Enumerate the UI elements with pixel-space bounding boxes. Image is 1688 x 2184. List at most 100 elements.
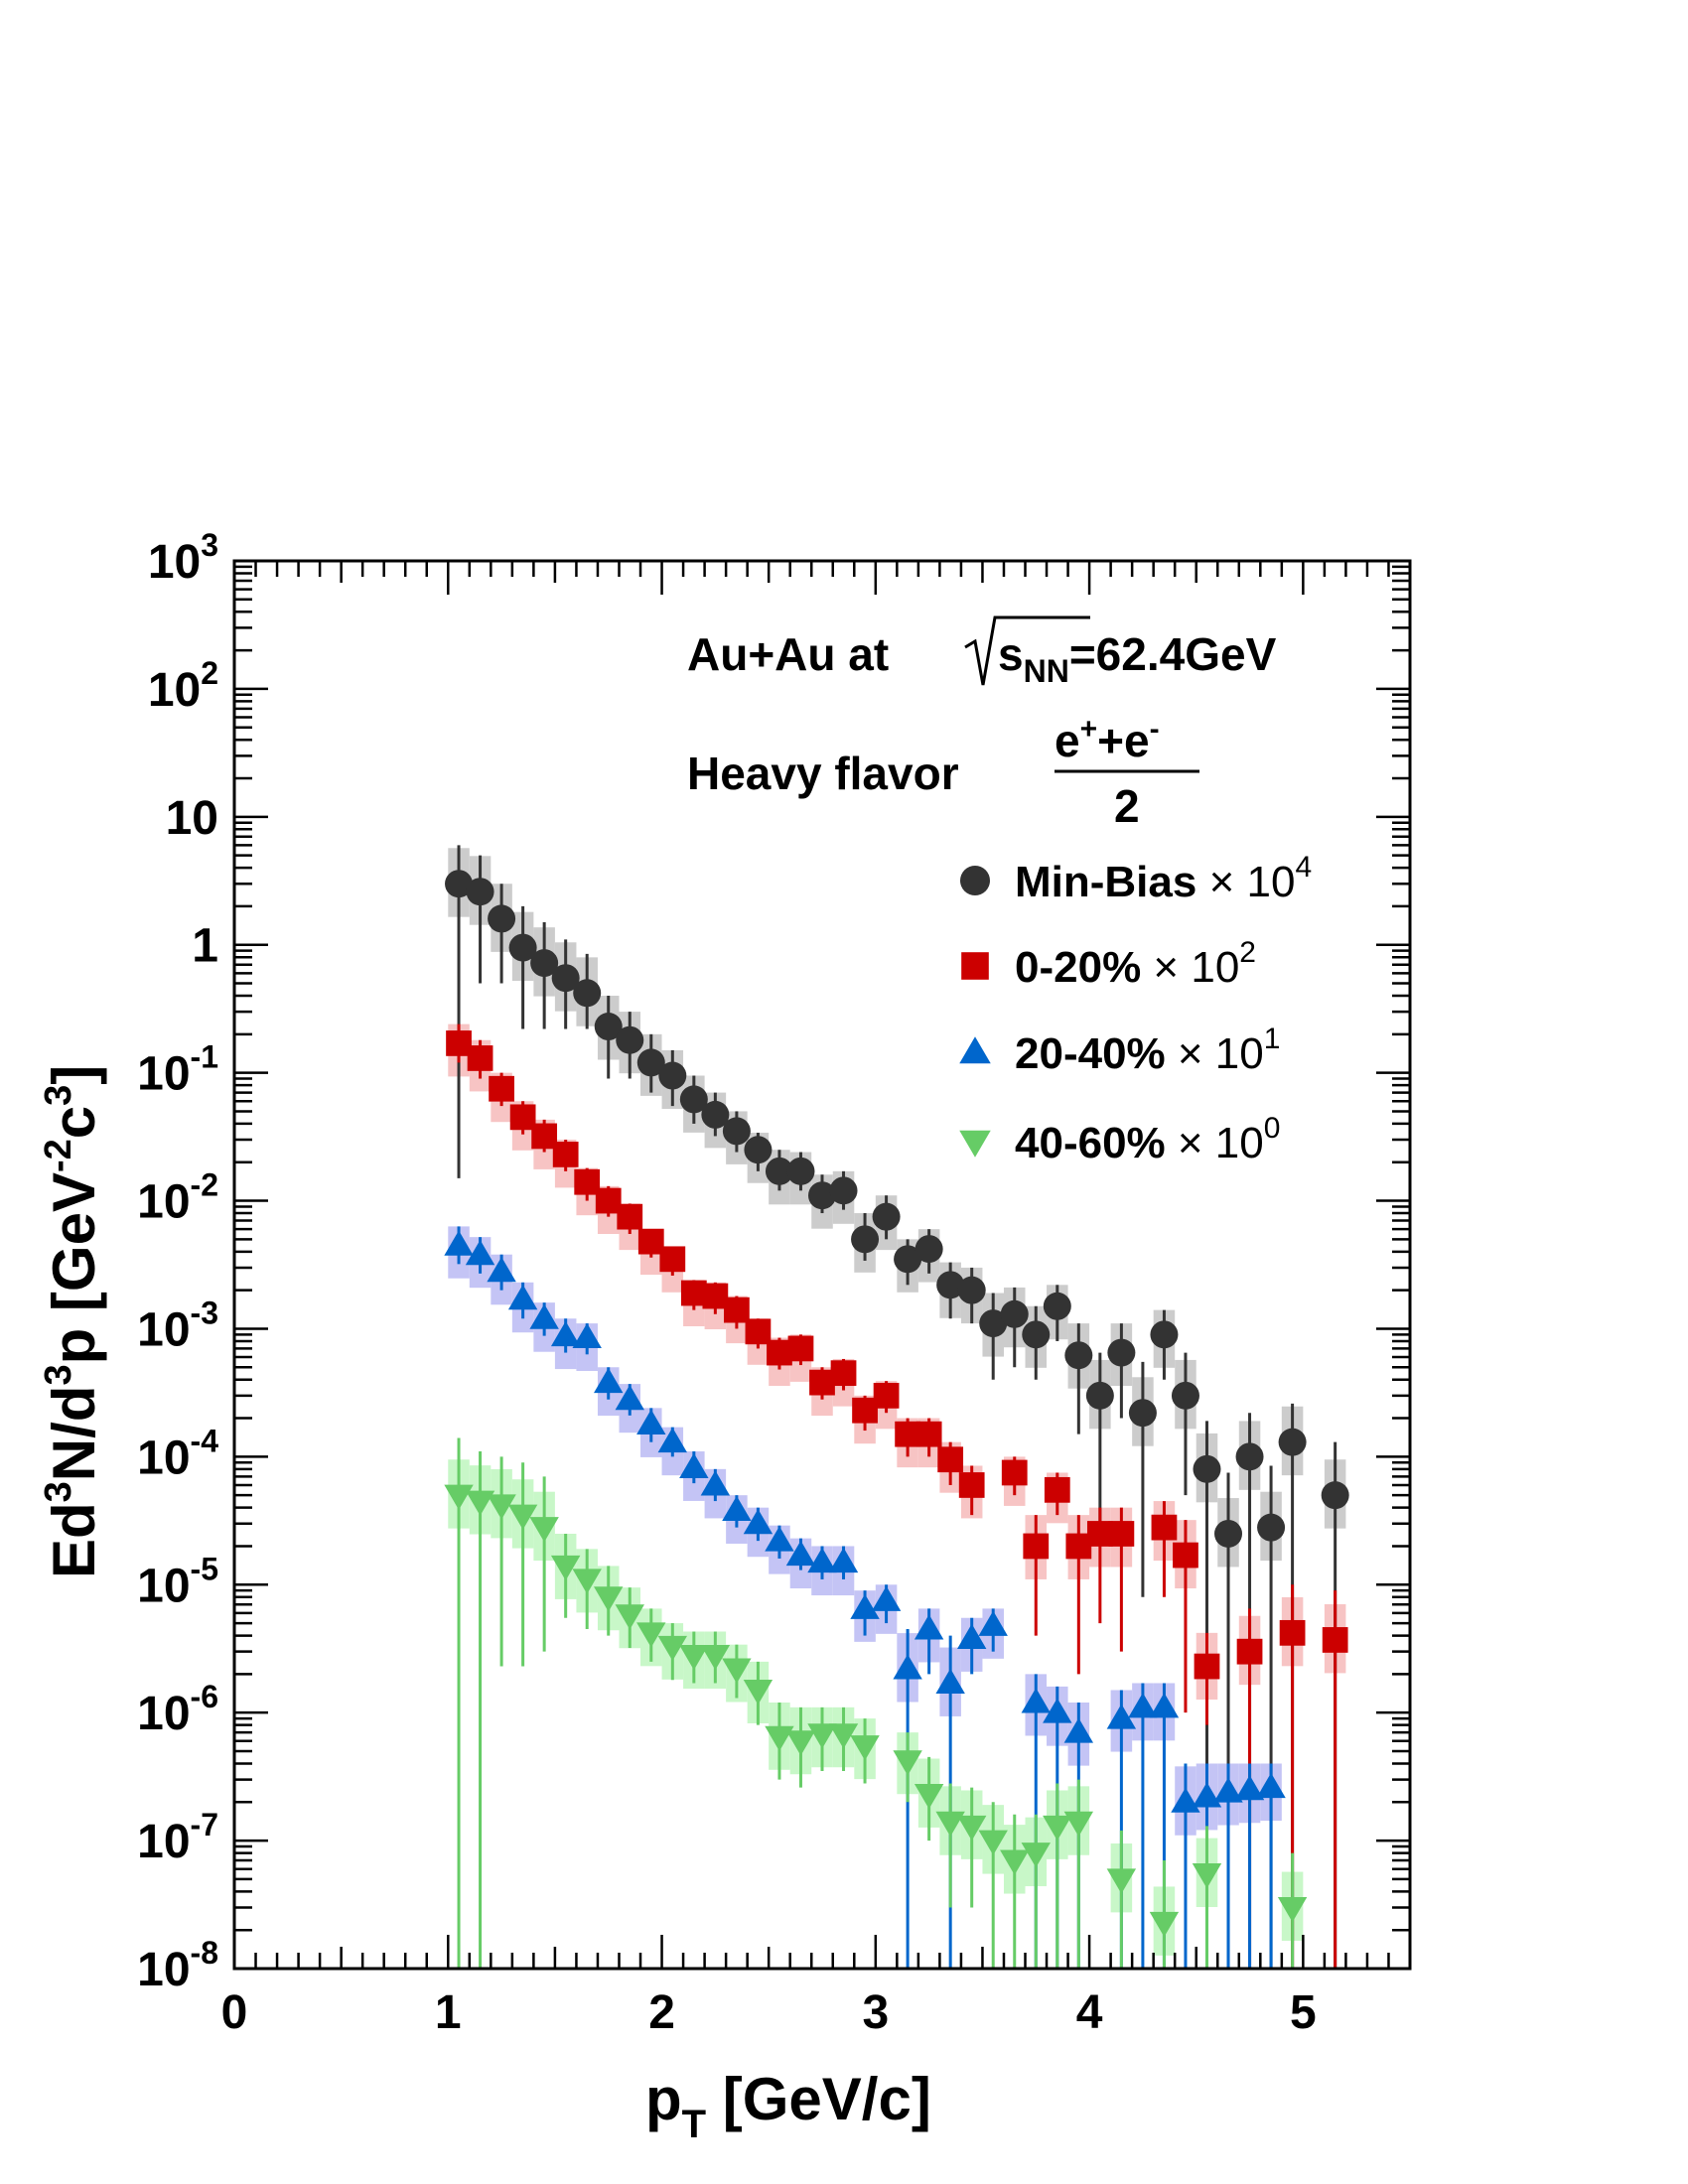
y-label-part-8: ]	[41, 1065, 107, 1085]
legend-marker-0-20	[961, 952, 989, 980]
point-20-40-6	[572, 1322, 602, 1349]
point-20-40-10	[657, 1427, 688, 1453]
point-0-20-13	[724, 1297, 750, 1323]
point-min-bias-27	[1022, 1320, 1051, 1349]
point-min-bias-19	[851, 1225, 880, 1254]
point-40-60-29	[1106, 1868, 1137, 1894]
point-min-bias-16	[786, 1157, 815, 1185]
point-0-20-9	[637, 1228, 664, 1255]
point-0-20-24	[958, 1472, 985, 1498]
point-40-60-22	[935, 1811, 965, 1837]
point-40-60-1	[465, 1490, 495, 1516]
point-40-60-31	[1192, 1863, 1222, 1889]
point-40-60-28	[1063, 1811, 1094, 1837]
y-tick-label-6: 10-3	[137, 1295, 218, 1356]
legend: Min-Bias × 104 0-20% × 102 20-40% × 101 40-…	[959, 851, 1312, 1167]
legend-label-20-40: 20-40% × 101	[1015, 1023, 1280, 1078]
numerator-plus: +e	[1097, 715, 1149, 766]
point-40-60-24	[978, 1830, 1008, 1855]
point-min-bias-4	[530, 949, 559, 978]
svg-text:e++e-: e++e-	[1055, 713, 1160, 766]
point-20-40-33	[1192, 1782, 1222, 1808]
legend-label-0-20: 0-20% × 102	[1015, 936, 1256, 992]
x-axis-label-main: p	[645, 2066, 682, 2132]
point-20-40-36	[1256, 1772, 1286, 1799]
point-20-40-7	[594, 1367, 624, 1394]
point-40-60-13	[722, 1658, 752, 1684]
point-min-bias-2	[488, 904, 516, 933]
point-min-bias-26	[1000, 1299, 1029, 1328]
annotation-collision: Au+Au at sNN=62.4GeV	[687, 615, 1277, 689]
point-0-20-4	[531, 1123, 558, 1150]
point-40-60-30	[1149, 1911, 1180, 1938]
point-40-60-9	[636, 1622, 666, 1648]
x-tick-label-0: 0	[221, 1986, 248, 2039]
point-20-40-12	[700, 1470, 731, 1496]
point-40-60-8	[615, 1604, 644, 1630]
point-40-60-19	[850, 1735, 880, 1761]
x-axis-label: pT [GeV/c]	[645, 2066, 931, 2146]
point-40-60-3	[507, 1504, 538, 1530]
y-tick-label-1: 102	[148, 655, 218, 717]
point-40-60-32	[1277, 1896, 1308, 1923]
point-40-60-2	[487, 1494, 516, 1520]
point-min-bias-9	[636, 1048, 665, 1077]
point-20-40-25	[978, 1610, 1008, 1636]
point-0-20-19	[852, 1397, 878, 1424]
point-0-20-27	[1044, 1476, 1070, 1503]
point-0-20-21	[895, 1421, 920, 1447]
point-20-40-8	[615, 1385, 644, 1411]
numerator-e1: e	[1055, 715, 1080, 766]
point-min-bias-13	[722, 1117, 751, 1146]
point-min-bias-36	[1214, 1519, 1243, 1548]
y-tick-label-5: 10-2	[137, 1167, 218, 1229]
y-tick-label-3: 1	[192, 920, 218, 973]
point-min-bias-23	[936, 1271, 965, 1299]
annotation-prefix: Au+Au at	[687, 628, 889, 680]
point-min-bias-35	[1193, 1454, 1221, 1483]
point-min-bias-31	[1107, 1338, 1136, 1367]
y-tick-label-7: 10-4	[137, 1423, 218, 1484]
point-20-40-13	[722, 1495, 752, 1522]
point-20-40-18	[828, 1547, 859, 1573]
point-min-bias-14	[744, 1136, 773, 1164]
y-label-part-3: 3	[38, 1364, 79, 1385]
y-axis-label: Ed3N/d3p [GeV-2c3]	[38, 1065, 107, 1578]
point-20-40-11	[679, 1452, 709, 1478]
point-40-60-11	[679, 1645, 709, 1671]
point-40-60-26	[1021, 1843, 1051, 1868]
point-20-40-21	[893, 1654, 922, 1680]
point-40-60-20	[893, 1750, 922, 1776]
point-20-40-24	[956, 1623, 987, 1649]
point-20-40-17	[807, 1547, 837, 1573]
point-20-40-22	[914, 1614, 944, 1640]
y-tick-label-2: 10	[166, 792, 218, 845]
annotation-heavy-flavor-label: Heavy flavor	[687, 748, 959, 799]
point-0-20-16	[787, 1335, 814, 1362]
point-20-40-15	[765, 1526, 794, 1552]
x-tick-label-5: 5	[1290, 1986, 1317, 2039]
x-tick-label-2: 2	[648, 1986, 675, 2039]
point-min-bias-12	[701, 1100, 730, 1129]
x-axis-label-rest: [GeV/c]	[706, 2066, 931, 2132]
point-0-20-12	[702, 1283, 729, 1309]
point-20-40-14	[743, 1509, 774, 1535]
point-min-bias-33	[1150, 1320, 1179, 1349]
y-label-part-7: 3	[38, 1085, 79, 1106]
x-axis-label-sub: T	[682, 2103, 706, 2146]
point-0-20-3	[509, 1104, 536, 1131]
sqrt-symbol	[964, 615, 1090, 686]
y-label-part-6: c	[41, 1106, 107, 1139]
point-40-60-18	[828, 1723, 859, 1749]
data-markers	[444, 870, 1349, 1938]
x-tick-label-1: 1	[435, 1986, 462, 2039]
point-0-20-10	[659, 1246, 686, 1273]
point-0-20-33	[1194, 1653, 1220, 1680]
point-0-20-36	[1322, 1627, 1348, 1653]
plot-frame	[232, 559, 1412, 1971]
point-0-20-17	[809, 1369, 835, 1396]
svg-text:Au+Au at: Au+Au at	[687, 628, 889, 680]
point-min-bias-28	[1043, 1292, 1071, 1320]
